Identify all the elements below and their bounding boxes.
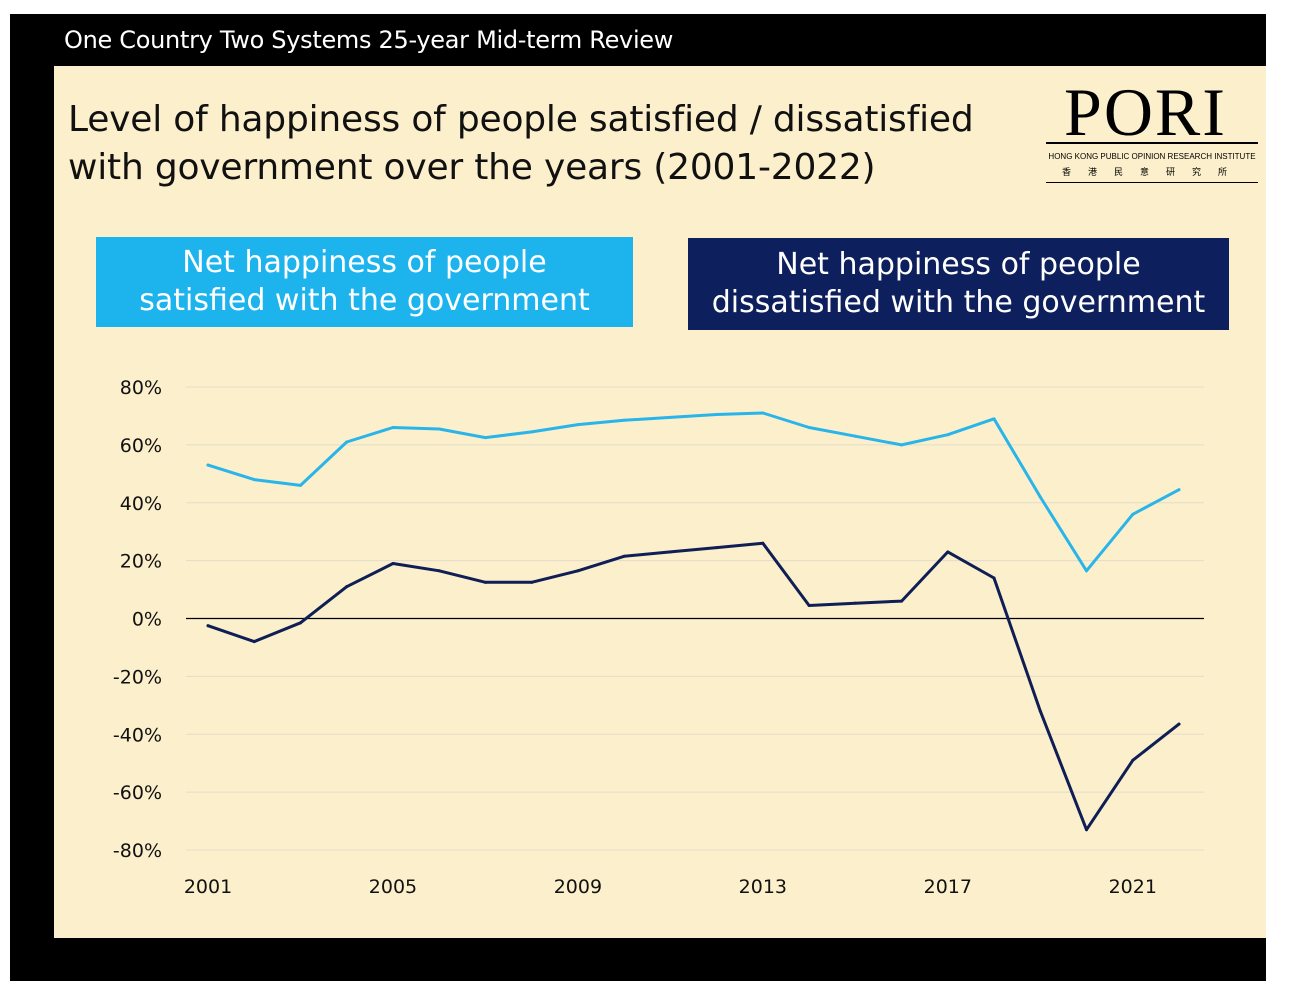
data-point-dissatisfied: [853, 601, 857, 605]
logo-rule-bottom: [1046, 182, 1258, 183]
data-point-dissatisfied: [437, 569, 441, 573]
data-point-satisfied: [437, 427, 441, 431]
data-point-satisfied: [1038, 495, 1042, 499]
data-point-dissatisfied: [391, 562, 395, 566]
data-point-dissatisfied: [1131, 758, 1135, 762]
data-point-satisfied: [1085, 569, 1089, 573]
data-point-dissatisfied: [807, 603, 811, 607]
data-point-satisfied: [530, 430, 534, 434]
series-line-satisfied: [206, 411, 1181, 573]
data-point-satisfied: [206, 463, 210, 467]
data-point-dissatisfied: [900, 599, 904, 603]
y-tick-label: -80%: [113, 840, 162, 862]
data-point-satisfied: [807, 426, 811, 430]
data-point-dissatisfied: [1085, 828, 1089, 832]
y-tick-label: -20%: [113, 666, 162, 688]
legend-satisfied-line2: satisfied with the government: [139, 283, 590, 318]
data-point-dissatisfied: [1038, 709, 1042, 713]
chart-title: Level of happiness of people satisfied /…: [68, 96, 1048, 192]
data-point-dissatisfied: [992, 576, 996, 580]
data-point-satisfied: [622, 418, 626, 422]
data-point-dissatisfied: [576, 569, 580, 573]
data-point-satisfied: [715, 412, 719, 416]
data-point-dissatisfied: [715, 546, 719, 550]
data-point-dissatisfied: [252, 640, 256, 644]
slide-header: One Country Two Systems 25-year Mid-term…: [64, 26, 674, 54]
data-point-dissatisfied: [946, 550, 950, 554]
x-tick-label: 2017: [924, 876, 972, 898]
y-tick-label: 80%: [120, 377, 162, 399]
x-tick-label: 2021: [1109, 876, 1157, 898]
data-point-satisfied: [946, 433, 950, 437]
data-point-dissatisfied: [622, 554, 626, 558]
logo-rule: [1046, 142, 1258, 144]
data-point-dissatisfied: [761, 541, 765, 545]
data-point-satisfied: [252, 478, 256, 482]
y-tick-label: 0%: [132, 609, 162, 631]
data-point-satisfied: [900, 443, 904, 447]
data-point-satisfied: [761, 411, 765, 415]
legend-dissatisfied-line1: Net happiness of people: [776, 247, 1141, 282]
data-point-dissatisfied: [298, 621, 302, 625]
legend-dissatisfied: Net happiness of people dissatisfied wit…: [688, 238, 1229, 330]
legend-dissatisfied-line2: dissatisfied with the government: [711, 285, 1206, 320]
y-tick-label: 40%: [120, 493, 162, 515]
logo-chinese-name: 香港民意研究所: [1062, 168, 1245, 178]
data-point-dissatisfied: [483, 580, 487, 584]
data-point-satisfied: [1177, 488, 1181, 492]
legend-satisfied-line1: Net happiness of people: [182, 245, 547, 280]
x-tick-label: 2005: [369, 876, 417, 898]
x-tick-label: 2001: [184, 876, 232, 898]
data-point-dissatisfied: [206, 624, 210, 628]
data-point-satisfied: [391, 426, 395, 430]
data-point-satisfied: [345, 440, 349, 444]
chart-title-line1: Level of happiness of people satisfied /…: [68, 99, 974, 140]
slide-panel: [54, 66, 1266, 938]
data-point-satisfied: [853, 434, 857, 438]
data-point-satisfied: [576, 423, 580, 427]
pori-logo: PORI HONG KONG PUBLIC OPINION RESEARCH I…: [1044, 76, 1260, 186]
y-tick-label: 60%: [120, 435, 162, 457]
x-tick-label: 2009: [554, 876, 602, 898]
chart-title-line2: with government over the years (2001-202…: [68, 147, 876, 188]
data-point-dissatisfied: [530, 580, 534, 584]
legend-satisfied: Net happiness of people satisfied with t…: [96, 237, 633, 327]
y-tick-label: -60%: [113, 782, 162, 804]
x-tick-label: 2013: [739, 876, 787, 898]
data-point-dissatisfied: [1177, 722, 1181, 726]
data-point-satisfied: [1131, 512, 1135, 516]
logo-wordmark: PORI: [1064, 74, 1227, 150]
y-tick-label: -40%: [113, 724, 162, 746]
data-point-dissatisfied: [345, 585, 349, 589]
y-tick-label: 20%: [120, 551, 162, 573]
series-line-dissatisfied: [206, 541, 1181, 832]
data-point-satisfied: [668, 415, 672, 419]
data-point-dissatisfied: [668, 550, 672, 554]
logo-subtitle: HONG KONG PUBLIC OPINION RESEARCH INSTIT…: [1048, 152, 1256, 161]
data-point-satisfied: [483, 436, 487, 440]
data-point-satisfied: [992, 417, 996, 421]
data-point-satisfied: [298, 483, 302, 487]
